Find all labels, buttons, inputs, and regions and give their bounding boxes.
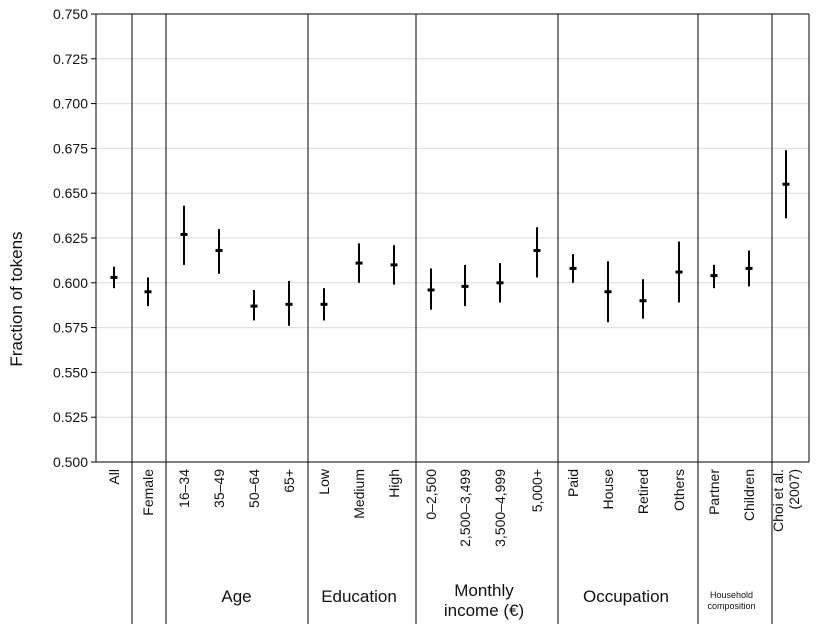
y-tick-label: 0.550 [53, 364, 88, 380]
x-tick-label: 50–64 [246, 469, 262, 508]
group-label: Occupation [583, 587, 669, 606]
y-tick-label: 0.700 [53, 96, 88, 112]
x-tick-label: Children [741, 469, 757, 521]
x-tick-label: (2007) [786, 469, 802, 509]
x-tick-label: 3,500–4,999 [492, 469, 508, 547]
y-tick-label: 0.500 [53, 454, 88, 470]
x-tick-label: Others [671, 469, 687, 511]
y-tick-label: 0.725 [53, 51, 88, 67]
group-label: Age [221, 587, 251, 606]
group-label: Household [710, 590, 753, 600]
group-label: Education [321, 587, 397, 606]
data-marks [110, 150, 790, 326]
x-tick-label: Partner [706, 469, 722, 515]
y-tick-label: 0.525 [53, 409, 88, 425]
group-label: composition [707, 601, 755, 611]
y-tick-label: 0.625 [53, 230, 88, 246]
y-tick-label: 0.675 [53, 140, 88, 156]
x-tick-label: All [106, 469, 122, 485]
y-tick-label: 0.600 [53, 275, 88, 291]
group-label: income (€) [444, 601, 524, 620]
x-tick-label: Medium [351, 469, 367, 519]
x-tick-label: 65+ [281, 469, 297, 493]
x-tick-label: Female [140, 469, 156, 516]
group-separators [131, 14, 773, 624]
x-tick-label: 5,000+ [529, 469, 545, 512]
grid-lines [96, 13, 809, 463]
x-tick-label: Paid [565, 469, 581, 497]
x-axis: All Female 16–34 35–49 50–64 65+ Low Medium High… [106, 468, 802, 547]
y-axis: 0.500 0.525 0.550 0.575 0.600 0.625 0.650 0.675… [53, 6, 810, 470]
x-tick-label: 16–34 [176, 469, 192, 508]
y-tick-label: 0.650 [53, 185, 88, 201]
x-tick-label: 35–49 [211, 469, 227, 508]
y-tick-label: 0.575 [53, 320, 88, 336]
x-tick-label: 2,500–3,499 [457, 469, 473, 547]
x-tick-label: Choi et al. [770, 469, 786, 532]
x-tick-label: 0–2,500 [423, 469, 439, 520]
y-tick-label: 0.750 [53, 6, 88, 22]
x-tick-label: Retired [635, 469, 651, 514]
y-axis-label: Fraction of tokens [7, 231, 26, 366]
x-tick-label: High [386, 469, 402, 498]
group-label: Monthly [454, 581, 514, 600]
x-tick-label: House [600, 469, 616, 510]
x-tick-label: Low [316, 468, 332, 495]
